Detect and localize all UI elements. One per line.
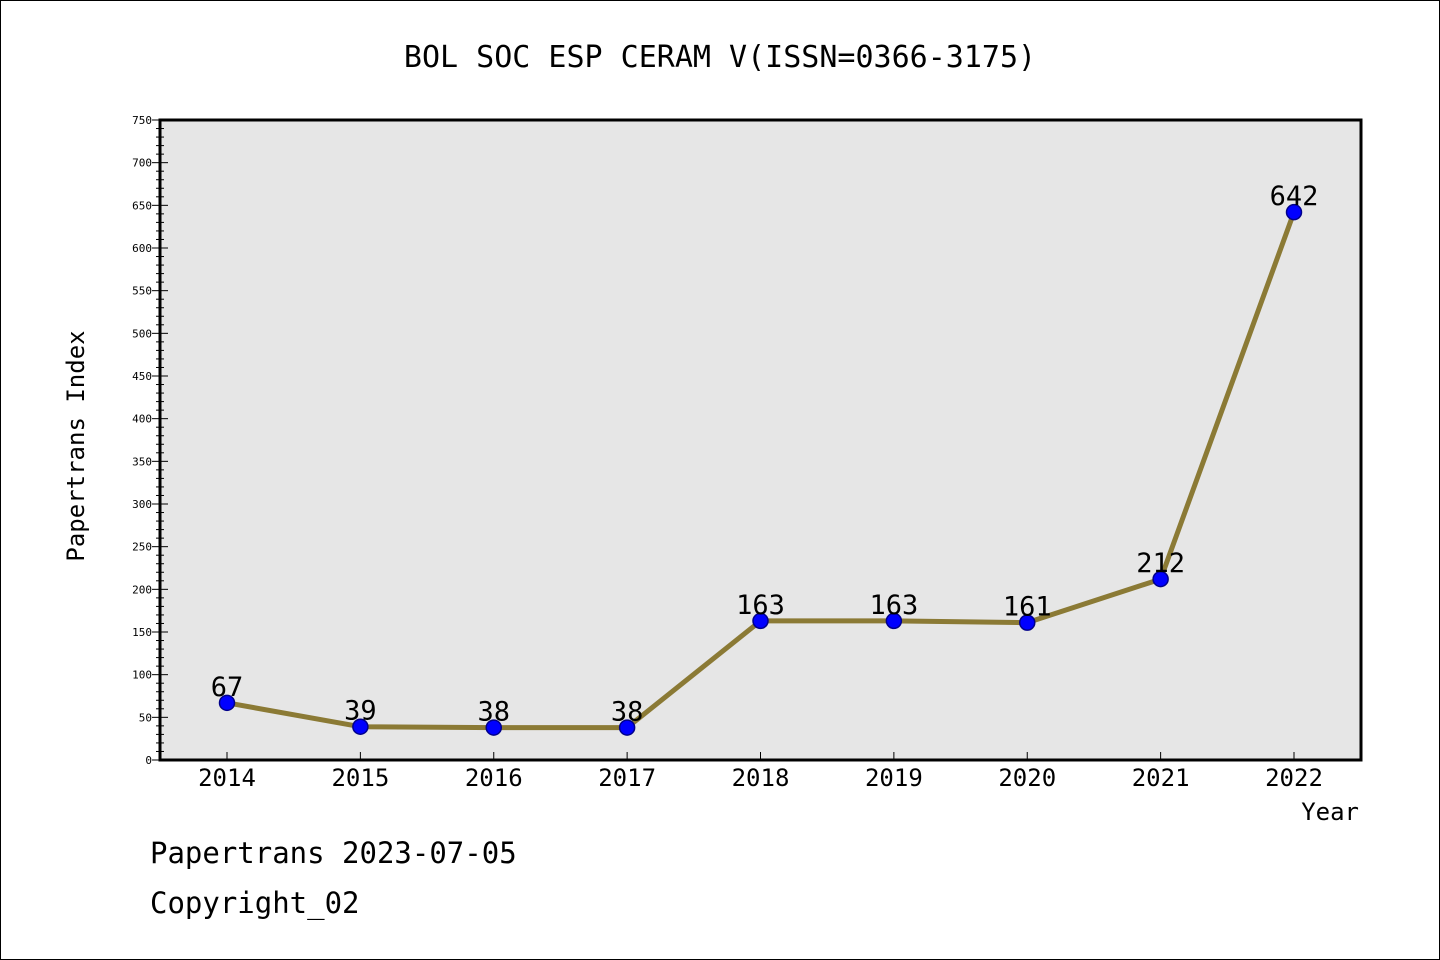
chart-title: BOL SOC ESP CERAM V(ISSN=0366-3175)	[404, 40, 1036, 75]
y-tick-label: 750	[132, 114, 152, 127]
data-point	[485, 719, 502, 736]
data-point	[218, 694, 236, 712]
data-point	[1285, 203, 1303, 221]
y-tick-label: 500	[132, 327, 152, 340]
x-tick-label: 2015	[331, 764, 389, 792]
x-tick-label: 2017	[598, 764, 656, 792]
y-tick-label: 50	[139, 711, 152, 724]
x-axis: 2014 2015 2016 2017 2018 2019 2020 2021 2022	[198, 752, 1323, 792]
y-axis: 0 50 100 150 200 250 300 350 400 450 500 550 600 650 7…	[132, 114, 168, 767]
y-tick-label: 650	[132, 199, 152, 212]
footer-date: Papertrans 2023-07-05	[150, 836, 517, 870]
x-tick-label: 2022	[1265, 764, 1323, 792]
data-point	[618, 719, 636, 736]
x-tick-label: 2016	[465, 764, 523, 792]
y-tick-label: 100	[132, 669, 152, 682]
data-point	[885, 612, 903, 630]
y-axis-label: Papertrans Index	[62, 330, 90, 561]
data-label: 67	[211, 672, 244, 703]
data-point	[1152, 570, 1169, 588]
data-point	[352, 718, 369, 735]
y-tick-label: 550	[132, 285, 152, 298]
x-tick-label: 2014	[198, 764, 256, 792]
data-points	[218, 203, 1303, 736]
data-labels: 67 39 38 38 163 163 161 212 642	[211, 181, 1319, 727]
x-tick-label: 2018	[732, 764, 790, 792]
y-tick-label: 200	[132, 583, 152, 596]
data-label: 163	[736, 590, 785, 621]
data-label: 38	[611, 697, 644, 728]
x-axis-label: Year	[1301, 798, 1359, 826]
y-tick-label: 400	[132, 413, 152, 426]
x-tick-label: 2020	[998, 764, 1056, 792]
y-tick-label: 150	[132, 626, 152, 639]
y-tick-label: 300	[132, 498, 152, 511]
data-point	[1019, 614, 1036, 631]
x-tick-label: 2021	[1132, 764, 1190, 792]
data-label: 161	[1003, 592, 1052, 623]
data-point	[752, 612, 769, 630]
y-tick-label: 700	[132, 157, 152, 170]
footer-copyright: Copyright_02	[150, 886, 360, 920]
x-tick-label: 2019	[865, 764, 923, 792]
data-label: 642	[1270, 181, 1319, 212]
y-tick-label: 350	[132, 455, 152, 468]
data-label: 38	[477, 697, 510, 728]
data-label: 163	[869, 590, 918, 621]
y-tick-label: 450	[132, 370, 152, 383]
data-label: 39	[344, 696, 377, 727]
data-label: 212	[1136, 548, 1185, 579]
y-tick-label: 0	[145, 754, 152, 767]
y-tick-label: 250	[132, 541, 152, 554]
plot-area	[158, 118, 1363, 762]
y-tick-label: 600	[132, 242, 152, 255]
